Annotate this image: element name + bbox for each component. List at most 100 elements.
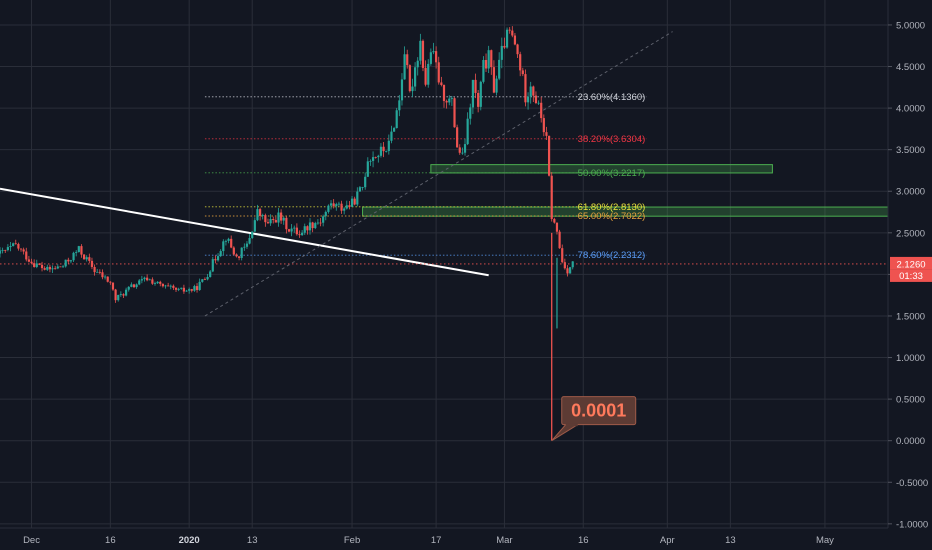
candle-body bbox=[440, 82, 443, 86]
candle-body bbox=[348, 205, 351, 207]
candle-body bbox=[453, 98, 456, 128]
candle-body bbox=[356, 191, 359, 205]
candle-body bbox=[143, 277, 146, 280]
candle-body bbox=[125, 289, 128, 296]
candle-body bbox=[458, 147, 461, 153]
candle-body bbox=[211, 259, 214, 272]
candle-body bbox=[398, 100, 401, 111]
candle-body bbox=[72, 252, 75, 261]
candle-body bbox=[40, 264, 44, 269]
candle-body bbox=[437, 62, 440, 83]
candle-body bbox=[146, 277, 149, 281]
x-tick-label: Dec bbox=[23, 535, 40, 546]
candle-body bbox=[69, 260, 73, 262]
candle-body bbox=[264, 215, 267, 223]
candle-body bbox=[22, 249, 25, 252]
x-tick-label: 2020 bbox=[179, 535, 200, 546]
y-tick-label: 0.5000 bbox=[896, 395, 925, 406]
candle-body bbox=[64, 259, 67, 267]
candle-body bbox=[114, 289, 117, 301]
candle-body bbox=[463, 144, 467, 153]
candle-body bbox=[408, 65, 411, 92]
candle-body bbox=[266, 222, 270, 224]
candle-body bbox=[130, 284, 133, 287]
time-axis-panel bbox=[0, 528, 932, 550]
candle-body bbox=[469, 107, 472, 119]
candle-body bbox=[450, 98, 453, 100]
candle-body bbox=[337, 203, 341, 205]
candle-body bbox=[1, 249, 4, 251]
y-tick-label: 3.0000 bbox=[896, 187, 925, 198]
candle-body bbox=[285, 217, 288, 230]
x-tick-label: 13 bbox=[247, 535, 258, 546]
candle-body bbox=[353, 198, 356, 205]
trendline bbox=[0, 187, 489, 277]
callout-joint bbox=[565, 423, 578, 427]
candle-body bbox=[466, 118, 469, 145]
candle-body bbox=[111, 282, 115, 290]
candle-body bbox=[167, 285, 170, 287]
candle-body bbox=[387, 140, 390, 151]
candle-body bbox=[366, 161, 369, 177]
candle-body bbox=[261, 215, 264, 216]
candle-body bbox=[101, 272, 104, 278]
candle-body bbox=[17, 243, 20, 249]
candle-body bbox=[161, 283, 164, 287]
candle-body bbox=[172, 285, 175, 288]
y-tick-label: 2.5000 bbox=[896, 228, 925, 239]
candle-body bbox=[77, 246, 80, 253]
candle-body bbox=[395, 110, 398, 129]
candle-body bbox=[571, 261, 574, 268]
candle-body bbox=[232, 247, 235, 255]
candle-body bbox=[245, 243, 249, 247]
candle-body bbox=[414, 67, 417, 87]
candle-body bbox=[258, 209, 262, 216]
candle-body bbox=[529, 86, 532, 97]
x-tick-label: 16 bbox=[105, 535, 116, 546]
candle-body bbox=[251, 231, 254, 238]
candle-body bbox=[33, 263, 36, 267]
candle-body bbox=[521, 70, 524, 75]
candle-body bbox=[35, 263, 38, 267]
y-tick-label: 1.0000 bbox=[896, 353, 925, 364]
candle-body bbox=[555, 222, 559, 232]
fibonacci-levels: 23.60%(4.1360) 38.20%(3.6304) 50.00%(3.221… bbox=[204, 92, 647, 261]
candle-body bbox=[327, 205, 330, 212]
candle-body bbox=[508, 29, 511, 31]
candle-body bbox=[46, 266, 49, 270]
candle-body bbox=[471, 79, 474, 108]
candle-body bbox=[174, 287, 178, 290]
candle-body bbox=[361, 187, 364, 188]
candle-body bbox=[96, 271, 99, 273]
candle-body bbox=[80, 246, 83, 255]
candle-body bbox=[403, 54, 406, 80]
x-tick-label: Feb bbox=[344, 535, 360, 546]
candle-body bbox=[151, 279, 154, 284]
fib-level-label: 38.20%(3.6304) bbox=[578, 134, 646, 145]
candle-body bbox=[148, 279, 151, 281]
candle-body bbox=[319, 222, 322, 224]
candle-body bbox=[379, 146, 383, 156]
candle-body bbox=[542, 118, 545, 133]
candles bbox=[0, 26, 574, 441]
candle-body bbox=[545, 132, 548, 136]
candle-body bbox=[371, 157, 375, 161]
price-axis[interactable]: 5.00004.50004.00003.50003.00002.50002.00… bbox=[888, 20, 928, 530]
time-axis[interactable]: Dec 16 2020 13 Feb 17 Mar 16 Apr 13 May bbox=[23, 535, 834, 546]
candle-body bbox=[343, 208, 346, 211]
fib-level-label: 78.60%(2.2312) bbox=[578, 250, 646, 261]
candle-body bbox=[224, 240, 228, 242]
candle-body bbox=[195, 286, 199, 290]
candle-body bbox=[206, 277, 209, 280]
candle-body bbox=[503, 45, 506, 48]
candle-body bbox=[182, 287, 186, 292]
candle-body bbox=[350, 198, 354, 207]
candle-body bbox=[274, 220, 277, 223]
candle-body bbox=[482, 59, 485, 82]
candle-body bbox=[156, 281, 159, 284]
candle-body bbox=[190, 289, 193, 291]
fib-level-label: 50.00%(3.2217) bbox=[578, 168, 646, 179]
candle-body bbox=[177, 288, 180, 290]
candle-body bbox=[513, 35, 517, 45]
